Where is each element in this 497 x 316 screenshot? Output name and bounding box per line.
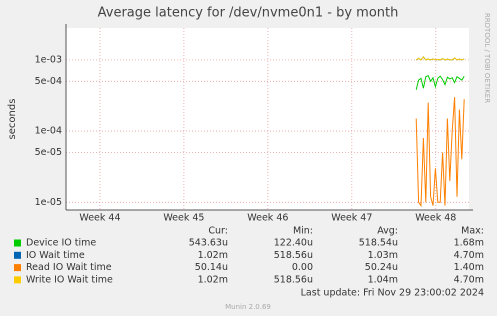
legend-swatch — [14, 264, 21, 272]
legend-stat: 122.40u — [274, 238, 313, 249]
legend-stat: 50.24u — [365, 262, 398, 273]
legend-label: IO Wait time — [26, 250, 85, 261]
legend-swatch — [14, 276, 21, 284]
legend-label: Write IO Wait time — [26, 274, 113, 285]
x-tick-label: Week 48 — [415, 213, 456, 224]
legend-swatch — [14, 251, 21, 259]
legend-label: Device IO time — [26, 238, 96, 249]
legend-header: Avg: — [377, 226, 398, 237]
series-line — [415, 56, 465, 61]
y-tick-label: 1e-05 — [35, 197, 62, 208]
legend-stat: 1.02m — [198, 274, 228, 285]
y-tick-label: 5e-04 — [35, 76, 62, 87]
legend-header: Max: — [461, 226, 484, 237]
legend-stat: 518.56u — [274, 250, 313, 261]
series-line — [415, 75, 465, 90]
y-tick-label: 1e-04 — [35, 126, 62, 137]
legend-stat: 1.68m — [454, 238, 484, 249]
y-tick-label: 5e-05 — [35, 147, 62, 158]
legend-stat: 1.04m — [368, 274, 398, 285]
legend-stat: 4.70m — [454, 250, 484, 261]
footer: Munin 2.0.69 — [225, 303, 271, 311]
x-tick-label: Week 44 — [79, 213, 120, 224]
y-tick-label: 1e-03 — [35, 54, 62, 65]
legend-stat: 50.14u — [195, 262, 228, 273]
series-line — [415, 97, 465, 208]
legend-label: Read IO Wait time — [26, 262, 112, 273]
legend-stat: 1.40m — [454, 262, 484, 273]
legend-stat: 518.56u — [274, 274, 313, 285]
legend-header: Cur: — [208, 226, 228, 237]
legend-stat: 4.70m — [454, 274, 484, 285]
x-tick-label: Week 47 — [331, 213, 372, 224]
x-tick-label: Week 46 — [247, 213, 288, 224]
legend-stat: 1.03m — [368, 250, 398, 261]
legend-swatch — [14, 239, 21, 247]
last-update: Last update: Fri Nov 29 23:00:02 2024 — [301, 288, 484, 299]
chart-title: Average latency for /dev/nvme0n1 - by mo… — [98, 6, 399, 21]
y-axis-label: seconds — [7, 99, 18, 140]
x-tick-label: Week 45 — [163, 213, 204, 224]
legend-stat: 0.00 — [292, 262, 313, 273]
legend-stat: 518.54u — [359, 238, 398, 249]
legend-stat: 543.63u — [189, 238, 228, 249]
side-label: RRDTOOL / TOBI OETIKER — [483, 13, 491, 103]
legend-stat: 1.02m — [198, 250, 228, 261]
legend-header: Min: — [293, 226, 313, 237]
